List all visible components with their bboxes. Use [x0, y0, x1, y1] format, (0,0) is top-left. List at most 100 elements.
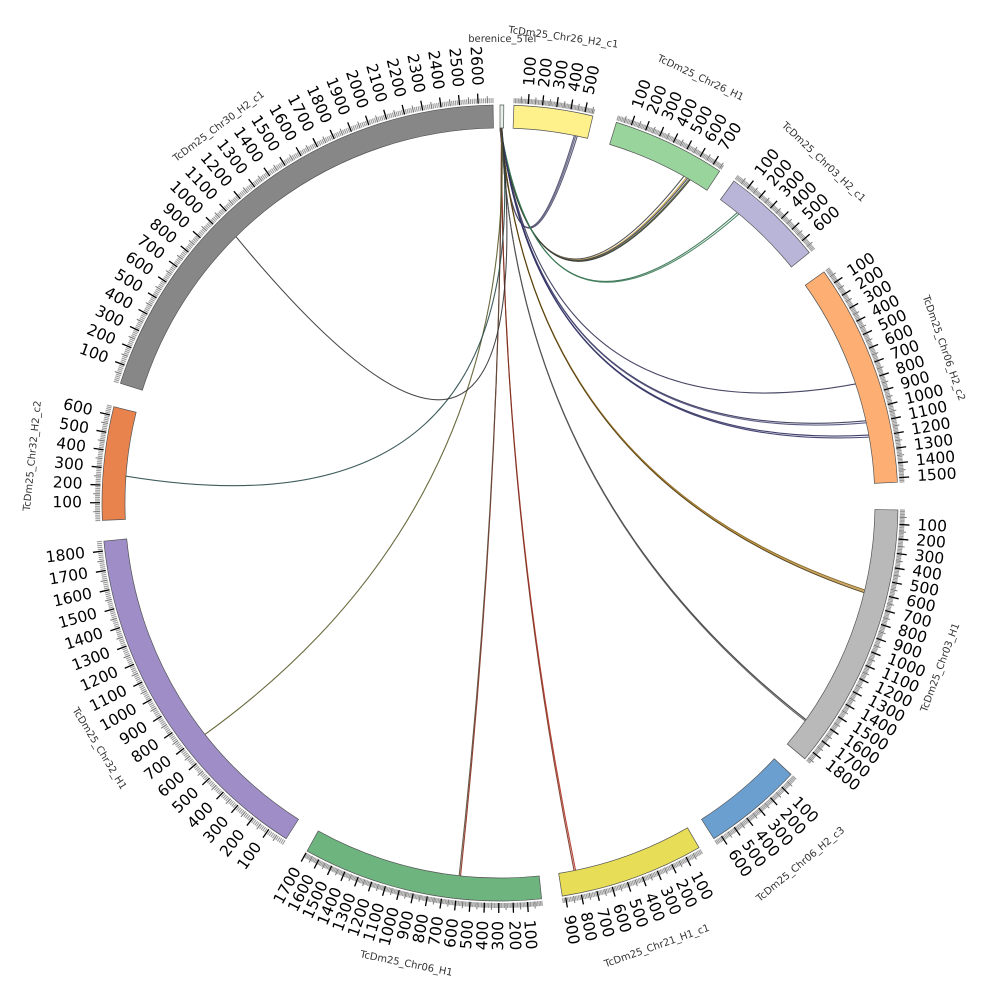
minor-ticks-c30h2: [113, 96, 494, 384]
link-c06h1-23: [458, 128, 503, 876]
major-tick: [96, 429, 107, 433]
major-tick: [476, 93, 479, 104]
major-tick: [746, 817, 754, 827]
major-tick: [457, 95, 461, 106]
tick-label: 1500: [917, 464, 958, 484]
major-tick: [856, 316, 866, 322]
tick-label: 2400: [424, 49, 448, 91]
tick-label: 100: [520, 919, 540, 950]
major-tick: [829, 728, 839, 735]
major-tick: [880, 623, 891, 629]
major-tick: [896, 446, 907, 449]
ideogram-c06h2c3: [701, 758, 792, 840]
major-tick: [876, 637, 887, 643]
minor-ticks-c06h1: [303, 852, 543, 910]
major-tick: [671, 863, 677, 874]
link-c06h2c2-14: [500, 127, 870, 439]
major-tick: [565, 897, 569, 908]
major-tick: [541, 95, 545, 106]
minor-ticks-c21h1: [562, 849, 703, 904]
major-tick: [644, 120, 650, 131]
minor-ticks-c03h2: [734, 175, 816, 252]
major-tick: [845, 703, 855, 710]
major-tick: [114, 361, 125, 366]
ideogram-c26h1: [609, 121, 721, 191]
major-tick: [129, 325, 140, 332]
major-tick: [95, 569, 106, 573]
tick-label: 100: [917, 516, 948, 536]
major-tick: [295, 146, 302, 157]
tick-label: 500: [457, 919, 477, 950]
major-tick: [769, 200, 778, 209]
ideogram-c21h1: [558, 827, 700, 897]
major-tick: [883, 386, 894, 391]
major-tick: [121, 343, 132, 349]
tick-label: 400: [473, 920, 492, 950]
tick-label: 300: [53, 454, 84, 475]
major-tick: [699, 147, 706, 158]
major-tick: [438, 97, 442, 108]
segment-label-berenice_5Tel: berenice_5Tel: [468, 34, 536, 45]
major-tick: [897, 461, 908, 464]
major-tick: [329, 129, 335, 140]
major-tick: [859, 677, 869, 684]
tick-label: 900: [394, 909, 418, 942]
segment-c06h1: 1002003004005006007008009001000110012001…: [270, 830, 543, 979]
major-tick: [894, 567, 905, 571]
major-tick: [527, 93, 530, 105]
major-tick: [439, 898, 443, 909]
major-tick: [163, 731, 173, 739]
major-tick: [526, 902, 529, 913]
major-tick: [626, 881, 632, 892]
major-tick: [383, 109, 388, 120]
segment-berenice_5Tel: berenice_5Tel: [468, 34, 536, 129]
major-tick: [821, 740, 831, 748]
major-tick: [233, 190, 241, 200]
major-tick: [837, 716, 847, 723]
minor-ticks-c06h2c2: [825, 267, 906, 483]
major-tick: [396, 889, 400, 900]
ideogram-c03h2: [719, 180, 810, 268]
tick-label: 300: [550, 59, 572, 91]
tick-label: 2600: [467, 46, 487, 86]
major-tick: [188, 763, 197, 771]
major-tick: [580, 894, 585, 905]
major-tick: [192, 230, 201, 239]
major-tick: [93, 447, 104, 451]
major-tick: [871, 651, 881, 657]
major-tick: [453, 900, 457, 911]
major-tick: [862, 329, 873, 336]
tick-label: 600: [441, 917, 462, 948]
major-tick: [791, 222, 800, 231]
ideogram-c06h2c2: [804, 271, 898, 484]
tick-label: 800: [577, 910, 601, 943]
major-tick: [133, 681, 143, 688]
major-tick: [596, 890, 600, 901]
links-layer: [125, 127, 870, 876]
major-tick: [641, 876, 647, 887]
major-tick: [401, 104, 406, 115]
major-tick: [769, 797, 778, 806]
major-tick: [630, 115, 636, 126]
major-tick: [300, 852, 307, 862]
major-tick: [899, 523, 910, 526]
major-tick: [205, 216, 214, 225]
link-c03h2-9: [500, 127, 740, 283]
major-tick: [849, 302, 859, 309]
major-tick: [672, 133, 679, 143]
major-tick: [712, 155, 720, 165]
major-tick: [152, 715, 162, 723]
tick-label: 100: [52, 493, 82, 511]
major-tick: [841, 289, 851, 297]
tick-label: 500: [580, 64, 604, 97]
major-tick: [570, 99, 574, 110]
tick-label: 500: [58, 414, 90, 437]
major-tick: [780, 211, 789, 220]
major-tick: [888, 595, 899, 600]
major-tick: [879, 372, 890, 377]
major-tick: [246, 817, 254, 826]
major-tick: [885, 609, 896, 614]
tick-label: 100: [520, 56, 540, 87]
